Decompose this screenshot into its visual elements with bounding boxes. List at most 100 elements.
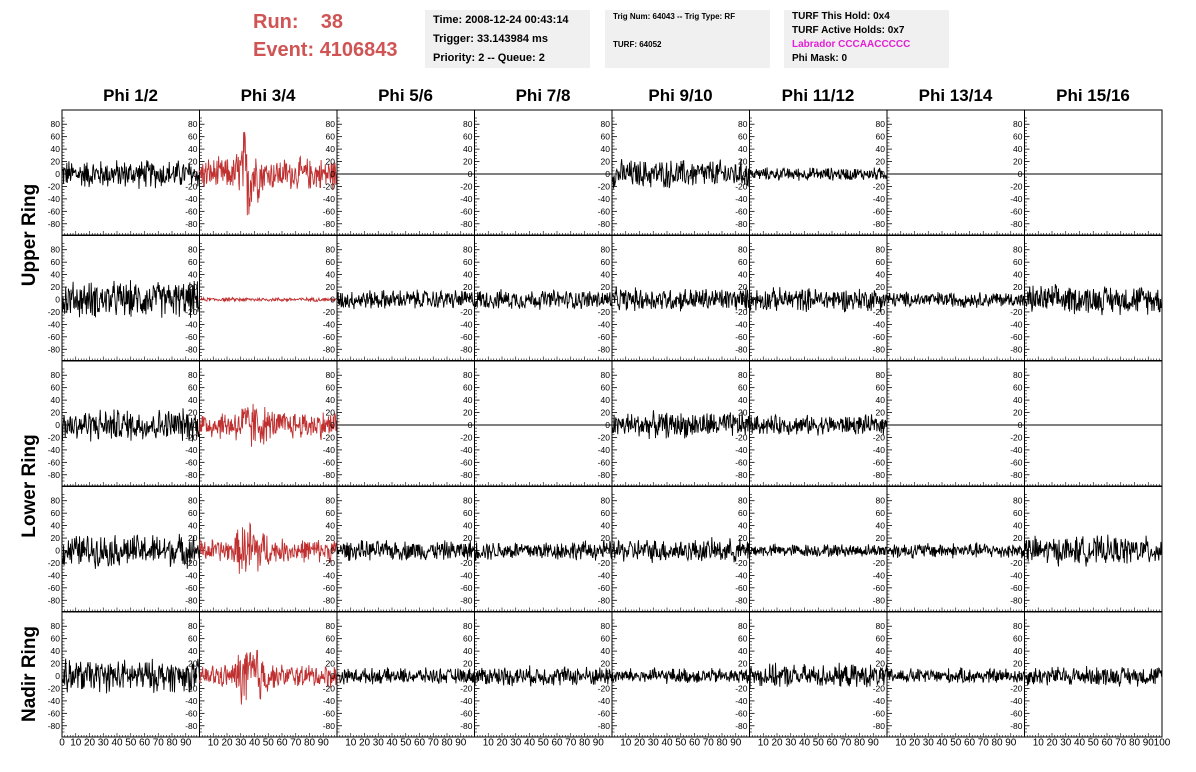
y-tick-label: 40 xyxy=(738,646,748,656)
x-tick-label: 90 xyxy=(318,738,330,749)
x-tick-label: 90 xyxy=(593,738,605,749)
y-tick-label: 80 xyxy=(326,119,336,129)
y-tick-label: -60 xyxy=(185,583,198,593)
y-tick-label: 20 xyxy=(188,157,198,167)
waveform-trace xyxy=(336,540,475,561)
y-tick-label: -20 xyxy=(873,181,886,191)
y-tick-label: 60 xyxy=(876,383,886,393)
x-tick-label: 30 xyxy=(648,738,660,749)
x-tick-label: 70 xyxy=(153,738,165,749)
event-label: Event: xyxy=(253,39,315,61)
y-tick-label: 20 xyxy=(51,533,61,543)
y-tick-label: 40 xyxy=(1013,395,1023,405)
y-tick-label: 80 xyxy=(188,621,198,631)
column-header: Phi 3/4 xyxy=(240,86,296,105)
y-tick-label: -20 xyxy=(460,432,473,442)
x-tick-label: 30 xyxy=(510,738,522,749)
x-tick-label: 90 xyxy=(730,738,742,749)
y-tick-label: -80 xyxy=(48,721,61,731)
y-tick-label: -40 xyxy=(598,194,611,204)
y-tick-label: -60 xyxy=(323,583,336,593)
y-tick-label: 40 xyxy=(738,270,748,280)
y-tick-label: -20 xyxy=(873,432,886,442)
y-tick-label: -40 xyxy=(598,319,611,329)
y-tick-label: -80 xyxy=(460,219,473,229)
y-tick-label: 40 xyxy=(188,521,198,531)
waveform-panel: -80 -60 -40 -20 0 20 40 60 80 xyxy=(598,486,750,612)
y-tick-label: 40 xyxy=(1013,521,1023,531)
y-tick-label: -20 xyxy=(323,181,336,191)
y-tick-label: -80 xyxy=(873,721,886,731)
waveform-trace xyxy=(199,131,338,216)
x-tick-label: 0 xyxy=(59,738,65,749)
waveform-panel: -80 -60 -40 -20 0 20 40 60 80 xyxy=(598,235,750,361)
x-tick-label: 30 xyxy=(923,738,935,749)
y-tick-label: 60 xyxy=(188,508,198,518)
y-tick-label: 20 xyxy=(51,282,61,292)
y-tick-label: 0 xyxy=(468,295,473,305)
x-tick-label: 80 xyxy=(166,738,178,749)
y-tick-label: -60 xyxy=(598,206,611,216)
x-tick-label: 50 xyxy=(263,738,275,749)
y-tick-label: 0 xyxy=(193,169,198,179)
x-tick-label: 40 xyxy=(661,738,673,749)
x-tick-label: 20 xyxy=(634,738,646,749)
y-tick-label: 0 xyxy=(55,671,60,681)
y-tick-label: -20 xyxy=(598,307,611,317)
waveform-panel: -80 -60 -40 -20 0 20 40 60 80 xyxy=(185,109,338,236)
y-tick-label: 40 xyxy=(188,270,198,280)
y-tick-label: 20 xyxy=(326,282,336,292)
x-tick-label: 10 xyxy=(895,738,907,749)
y-tick-label: -40 xyxy=(460,696,473,706)
y-tick-label: -40 xyxy=(460,319,473,329)
y-tick-label: -80 xyxy=(323,595,336,605)
y-tick-label: -40 xyxy=(185,319,198,329)
y-tick-label: -20 xyxy=(598,683,611,693)
waveform-panel: -80 -60 -40 -20 0 20 40 60 80 xyxy=(185,486,338,612)
waveform-panel: -80 -60 -40 -20 0 20 40 60 80 xyxy=(460,109,613,236)
column-header: Phi 11/12 xyxy=(781,86,855,105)
y-tick-label: -60 xyxy=(323,708,336,718)
waveform-trace xyxy=(336,667,475,685)
y-tick-label: 0 xyxy=(193,546,198,556)
y-tick-label: 40 xyxy=(463,395,473,405)
y-tick-label: -20 xyxy=(48,683,61,693)
waveform-trace xyxy=(611,286,750,312)
y-tick-label: 80 xyxy=(326,621,336,631)
y-tick-label: 80 xyxy=(1013,496,1023,506)
y-tick-label: -60 xyxy=(873,206,886,216)
x-tick-label: 10 xyxy=(758,738,770,749)
y-tick-label: 0 xyxy=(1018,671,1023,681)
y-tick-label: 40 xyxy=(326,395,336,405)
waveform-trace xyxy=(611,410,750,440)
y-tick-label: 20 xyxy=(463,533,473,543)
y-tick-label: -60 xyxy=(48,206,61,216)
y-tick-label: -80 xyxy=(323,344,336,354)
waveform-panel: -80 -60 -40 -20 0 20 40 60 80 xyxy=(48,109,200,236)
x-tick-label: 70 xyxy=(978,738,990,749)
y-tick-label: 60 xyxy=(601,508,611,518)
y-tick-label: 40 xyxy=(326,646,336,656)
y-tick-label: 20 xyxy=(188,659,198,669)
y-tick-label: 20 xyxy=(738,659,748,669)
x-tick-label: 20 xyxy=(771,738,783,749)
waveform-trace xyxy=(611,667,750,684)
x-tick-label: 50 xyxy=(1088,738,1100,749)
y-tick-label: 40 xyxy=(1013,270,1023,280)
y-tick-label: 60 xyxy=(463,634,473,644)
y-tick-label: 20 xyxy=(601,659,611,669)
y-tick-label: 20 xyxy=(326,157,336,167)
waveform-panel: -80 -60 -40 -20 0 20 40 60 80 xyxy=(598,360,750,487)
x-tick-label: 50 xyxy=(675,738,687,749)
column-header: Phi 7/8 xyxy=(515,86,571,105)
y-tick-label: -20 xyxy=(873,683,886,693)
x-tick-label: 40 xyxy=(249,738,261,749)
y-tick-label: -60 xyxy=(735,332,748,342)
x-tick-label: 10 xyxy=(620,738,632,749)
y-tick-label: -80 xyxy=(873,344,886,354)
waveform-trace xyxy=(611,537,750,563)
y-tick-label: 80 xyxy=(463,370,473,380)
y-tick-label: -80 xyxy=(48,344,61,354)
x-tick-label: 20 xyxy=(1046,738,1058,749)
